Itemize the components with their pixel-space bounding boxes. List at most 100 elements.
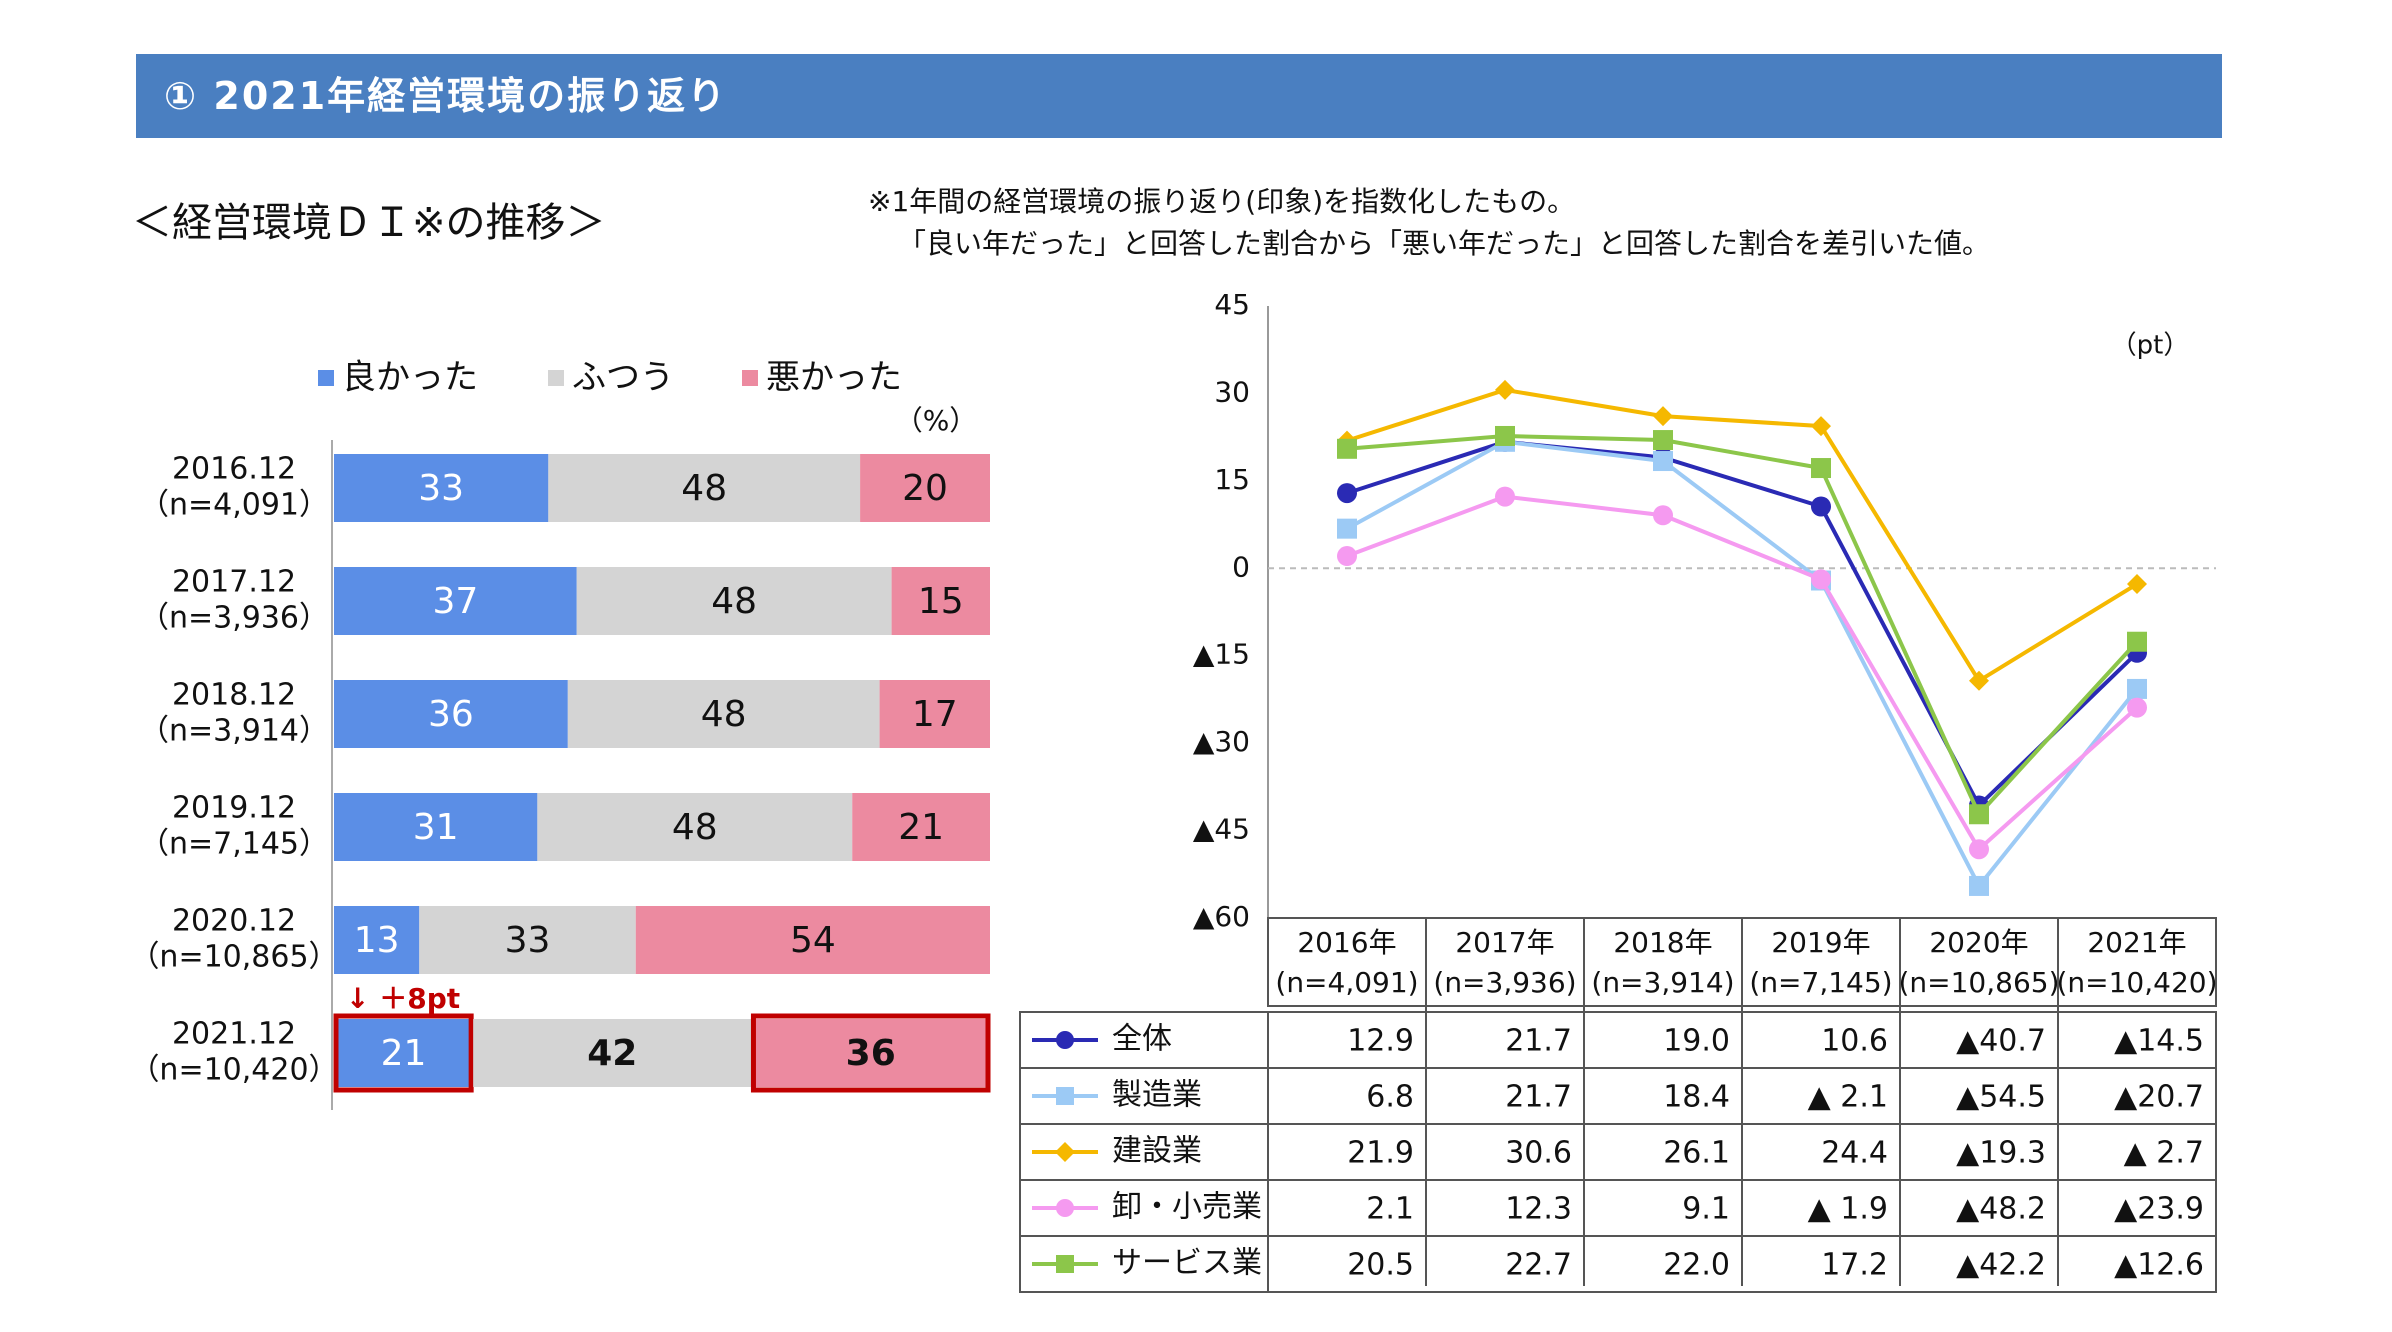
table-n-header-1: (n=3,936) <box>1433 966 1576 999</box>
table-cell-3-4: ▲48.2 <box>1956 1192 2046 1227</box>
bar-value-label-3-2: 21 <box>898 807 944 848</box>
bar-value-label-5-1: 42 <box>587 1033 637 1074</box>
table-cell-1-0: 6.8 <box>1366 1080 1414 1115</box>
table-cell-1-2: 18.4 <box>1663 1080 1730 1115</box>
series-point-4-0 <box>1337 439 1357 459</box>
y-tick-label-5: ▲30 <box>1193 725 1250 758</box>
bar-category-label-3: 2019.12 <box>172 791 296 826</box>
table-series-name-0: 全体 <box>1112 1022 1172 1057</box>
table-cell-2-3: 24.4 <box>1821 1136 1888 1171</box>
legend-swatch-2 <box>742 370 758 386</box>
legend-label-2: 悪かった <box>766 358 902 398</box>
table-cell-4-2: 22.0 <box>1663 1248 1730 1283</box>
series-point-3-4 <box>1969 839 1989 859</box>
y-tick-label-2: 15 <box>1214 463 1250 496</box>
table-cell-3-0: 2.1 <box>1366 1192 1414 1227</box>
series-point-1-4 <box>1969 876 1989 896</box>
y-tick-label-0: 45 <box>1214 288 1250 321</box>
table-cell-3-2: 9.1 <box>1682 1192 1730 1227</box>
series-point-4-4 <box>1969 804 1989 824</box>
bar-value-label-0-1: 48 <box>681 468 727 509</box>
table-cell-0-4: ▲40.7 <box>1956 1024 2046 1059</box>
y-tick-label-3: 0 <box>1232 550 1250 583</box>
bar-sample-size-5: （n=10,420） <box>129 1053 338 1088</box>
series-point-3-3 <box>1811 569 1831 589</box>
series-point-1-2 <box>1653 451 1673 471</box>
table-cell-1-1: 21.7 <box>1505 1080 1572 1115</box>
table-legend-marker-4 <box>1056 1255 1074 1273</box>
series-line-4 <box>1347 436 2137 814</box>
table-n-header-5: (n=10,420) <box>2056 966 2217 999</box>
bar-sample-size-0: （n=4,091） <box>139 488 329 523</box>
series-point-4-1 <box>1495 426 1515 446</box>
bar-value-label-4-1: 33 <box>505 920 551 961</box>
table-legend-marker-0 <box>1056 1031 1074 1049</box>
series-line-0 <box>1347 442 2137 806</box>
series-line-3 <box>1347 497 2137 850</box>
table-series-name-1: 製造業 <box>1112 1078 1202 1113</box>
bar-value-label-1-2: 15 <box>918 581 964 622</box>
table-cell-2-1: 30.6 <box>1505 1136 1572 1171</box>
bar-value-label-4-0: 13 <box>354 920 400 961</box>
table-cell-4-4: ▲42.2 <box>1956 1248 2046 1283</box>
table-legend-marker-3 <box>1056 1199 1074 1217</box>
table-cell-3-5: ▲23.9 <box>2114 1192 2204 1227</box>
bar-sample-size-2: （n=3,914） <box>139 714 329 749</box>
table-cell-4-1: 22.7 <box>1505 1248 1572 1283</box>
table-cell-4-0: 20.5 <box>1347 1248 1414 1283</box>
series-point-2-1 <box>1495 380 1515 400</box>
table-cell-4-3: 17.2 <box>1821 1248 1888 1283</box>
bar-sample-size-1: （n=3,936） <box>139 601 329 636</box>
table-legend-marker-1 <box>1056 1087 1074 1105</box>
series-point-2-4 <box>1969 671 1989 691</box>
series-point-4-5 <box>2127 632 2147 652</box>
series-point-4-2 <box>1653 430 1673 450</box>
bar-value-label-4-2: 54 <box>790 920 836 961</box>
series-point-3-0 <box>1337 546 1357 566</box>
bar-sample-size-4: （n=10,865） <box>129 940 338 975</box>
table-cell-3-1: 12.3 <box>1505 1192 1572 1227</box>
table-year-header-3: 2019年 <box>1771 926 1870 959</box>
bar-category-label-0: 2016.12 <box>172 452 296 487</box>
series-line-1 <box>1347 442 2137 886</box>
table-legend-marker-2 <box>1055 1142 1075 1162</box>
table-cell-2-4: ▲19.3 <box>1956 1136 2046 1171</box>
bar-value-label-2-1: 48 <box>701 694 747 735</box>
bar-value-label-2-0: 36 <box>428 694 474 735</box>
legend-swatch-0 <box>318 370 334 386</box>
series-point-4-3 <box>1811 458 1831 478</box>
table-cell-0-2: 19.0 <box>1663 1024 1730 1059</box>
series-point-3-5 <box>2127 698 2147 718</box>
table-cell-2-2: 26.1 <box>1663 1136 1730 1171</box>
table-series-name-4: サービス業 <box>1112 1246 1262 1281</box>
bar-unit-label: （%） <box>895 404 978 437</box>
table-n-header-3: (n=7,145) <box>1749 966 1892 999</box>
table-year-header-0: 2016年 <box>1297 926 1396 959</box>
legend-label-1: ふつう <box>572 358 674 398</box>
table-year-header-4: 2020年 <box>1929 926 2028 959</box>
table-cell-0-1: 21.7 <box>1505 1024 1572 1059</box>
series-point-0-3 <box>1811 497 1831 517</box>
bar-value-label-5-2: 36 <box>846 1033 896 1074</box>
bar-category-label-2: 2018.12 <box>172 678 296 713</box>
series-point-1-5 <box>2127 679 2147 699</box>
series-point-2-3 <box>1811 416 1831 436</box>
line-unit-label: （pt） <box>2111 331 2190 361</box>
table-cell-1-4: ▲54.5 <box>1956 1080 2046 1115</box>
table-year-header-2: 2018年 <box>1613 926 1712 959</box>
table-cell-1-3: ▲ 2.1 <box>1808 1080 1888 1115</box>
bar-category-label-4: 2020.12 <box>172 904 296 939</box>
y-tick-label-1: 30 <box>1214 375 1250 408</box>
table-cell-2-5: ▲ 2.7 <box>2124 1136 2204 1171</box>
bar-value-label-2-2: 17 <box>912 694 958 735</box>
table-series-name-3: 卸・小売業 <box>1112 1190 1262 1225</box>
table-cell-0-0: 12.9 <box>1347 1024 1414 1059</box>
legend-label-0: 良かった <box>342 358 478 398</box>
y-tick-label-7: ▲60 <box>1193 900 1250 933</box>
table-cell-0-3: 10.6 <box>1821 1024 1888 1059</box>
bar-value-label-1-1: 48 <box>711 581 757 622</box>
bar-value-label-0-0: 33 <box>418 468 464 509</box>
series-point-0-0 <box>1337 483 1357 503</box>
table-year-header-5: 2021年 <box>2087 926 2186 959</box>
bar-category-label-1: 2017.12 <box>172 565 296 600</box>
